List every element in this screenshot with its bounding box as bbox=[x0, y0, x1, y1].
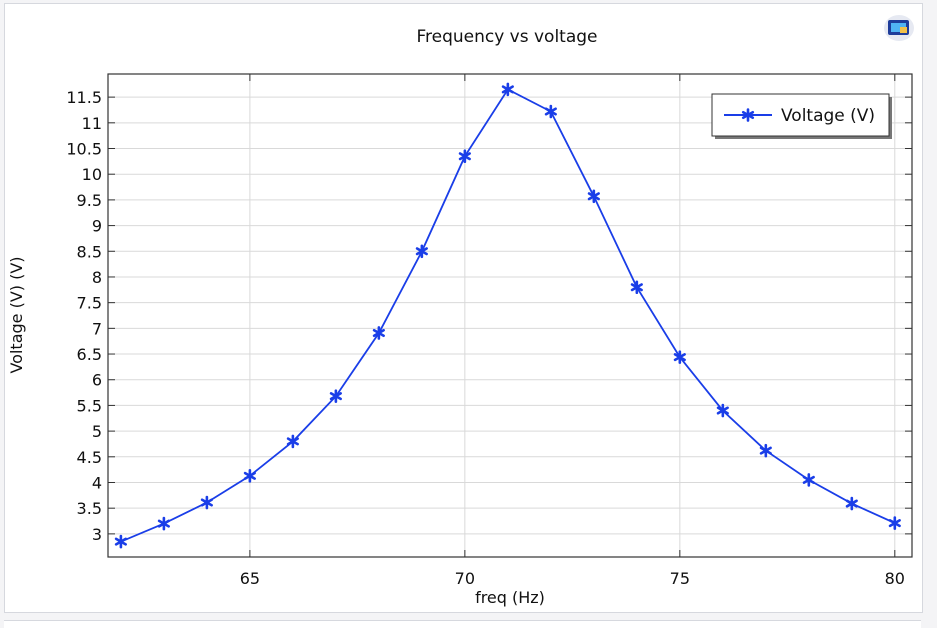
y-axis-title: Voltage (V) (V) bbox=[7, 256, 26, 373]
y-tick-label: 6.5 bbox=[77, 345, 102, 364]
y-tick-label: 7.5 bbox=[77, 294, 102, 313]
series-line bbox=[120, 88, 896, 543]
data-point bbox=[587, 189, 600, 204]
y-tick-label: 9 bbox=[92, 217, 102, 236]
legend-label: Voltage (V) bbox=[781, 106, 875, 126]
y-tick-label: 8 bbox=[92, 268, 102, 287]
monitor-icon[interactable] bbox=[884, 15, 914, 41]
data-point bbox=[243, 469, 256, 483]
plot-area bbox=[107, 73, 913, 558]
data-point bbox=[845, 496, 858, 511]
legend-marker bbox=[741, 108, 755, 122]
data-point bbox=[200, 495, 213, 510]
y-tick-label: 5 bbox=[92, 422, 102, 441]
data-point bbox=[630, 280, 643, 295]
x-tick-label: 80 bbox=[885, 569, 905, 588]
y-tick-label: 5.5 bbox=[77, 396, 102, 415]
data-point bbox=[888, 516, 901, 530]
y-tick-label: 3.5 bbox=[77, 499, 102, 518]
y-tick-label: 10.5 bbox=[66, 140, 102, 159]
y-tick-label: 4 bbox=[92, 473, 102, 492]
y-tick-label: 8.5 bbox=[77, 242, 102, 261]
y-tick-label: 7 bbox=[92, 319, 102, 338]
series-layer bbox=[114, 82, 901, 549]
bottom-panel-strip bbox=[4, 620, 921, 628]
x-tick-label: 75 bbox=[670, 569, 690, 588]
legend: Voltage (V) bbox=[711, 93, 892, 139]
y-tick-label: 11.5 bbox=[66, 88, 102, 107]
data-point bbox=[802, 473, 815, 487]
y-tick-label: 11 bbox=[82, 114, 102, 133]
data-point bbox=[286, 434, 299, 449]
y-axis: 3 3.5 4 4.5 5 5.5 6 6.5 7 7.5 8 8.5 9 9.5 10 10.5 11 11.5 bbox=[66, 88, 912, 544]
x-axis-title: freq (Hz) bbox=[475, 588, 545, 607]
data-point bbox=[329, 389, 342, 403]
data-point bbox=[544, 104, 557, 119]
data-point bbox=[372, 326, 385, 340]
data-point bbox=[759, 443, 772, 458]
grid-lines bbox=[108, 74, 912, 557]
x-axis: 65 70 75 80 bbox=[240, 74, 905, 588]
data-point bbox=[114, 534, 127, 549]
data-point bbox=[716, 403, 729, 418]
y-tick-label: 4.5 bbox=[77, 448, 102, 467]
data-point bbox=[157, 516, 170, 531]
x-tick-label: 70 bbox=[455, 569, 475, 588]
legend-marker-symbol bbox=[741, 108, 755, 122]
x-tick-label: 65 bbox=[240, 569, 260, 588]
data-point bbox=[458, 149, 471, 164]
y-tick-label: 10 bbox=[82, 165, 102, 184]
chart-title: Frequency vs voltage bbox=[416, 27, 597, 47]
y-tick-label: 9.5 bbox=[77, 191, 102, 210]
y-tick-label: 6 bbox=[92, 371, 102, 390]
data-point bbox=[501, 82, 514, 97]
data-point bbox=[673, 350, 686, 364]
data-point bbox=[415, 244, 428, 259]
y-tick-label: 3 bbox=[92, 525, 102, 544]
